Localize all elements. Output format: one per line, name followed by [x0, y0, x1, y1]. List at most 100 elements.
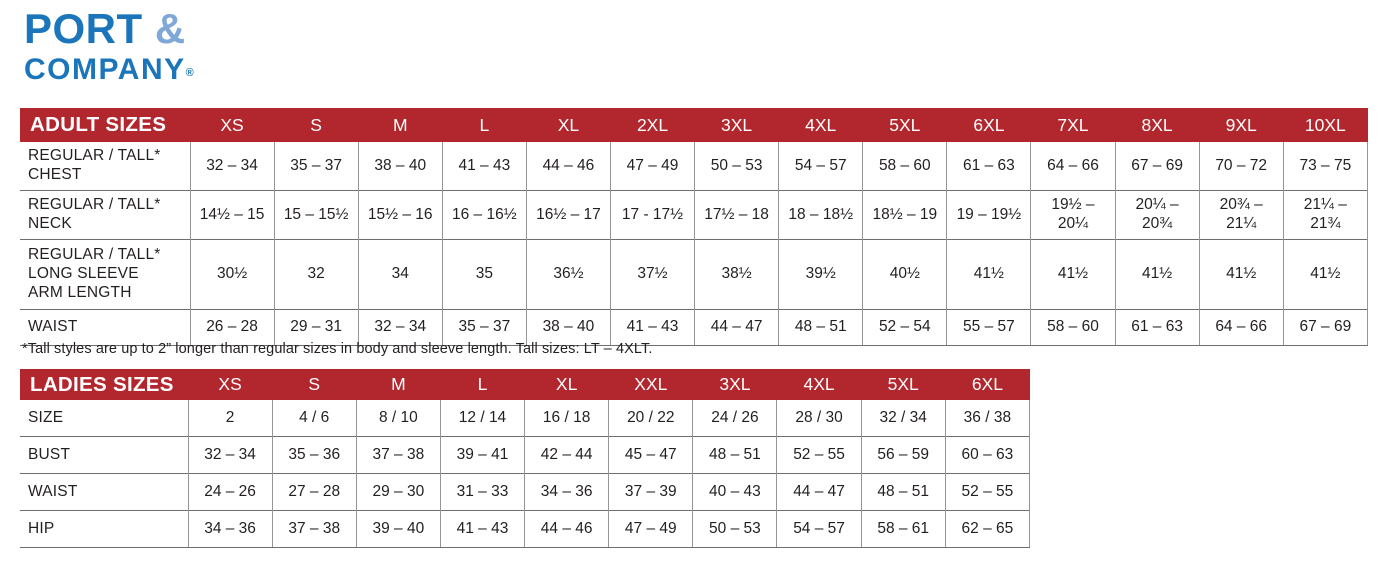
neck-value: 15½ – 16 — [357, 190, 443, 240]
neck-value: 19 – 19½ — [946, 190, 1031, 240]
bust-value: 45 – 47 — [608, 436, 693, 474]
logo-word-port: PORT — [24, 5, 143, 52]
bust-value: 52 – 55 — [776, 436, 862, 474]
adult-size-header-6xl: 6XL — [946, 108, 1031, 142]
bust-value: 35 – 36 — [271, 436, 357, 474]
chest-value: 35 – 37 — [273, 142, 359, 191]
chest-value: 67 – 69 — [1114, 142, 1200, 191]
registered-trademark-icon: ® — [185, 67, 194, 79]
adult-size-header-9xl: 9XL — [1199, 108, 1284, 142]
ladies-size-header-4xl: 4XL — [776, 369, 862, 400]
tall-sizes-footnote: *Tall styles are up to 2” longer than re… — [22, 341, 653, 357]
waist-value: 38 – 40 — [525, 309, 611, 346]
hip-value: 37 – 38 — [271, 510, 357, 548]
ladies-table-title: LADIES SIZES — [20, 369, 188, 400]
adult-size-header-7xl: 7XL — [1030, 108, 1116, 142]
logo-line-2: COMPANY® — [24, 55, 194, 85]
hip-value: 54 – 57 — [776, 510, 862, 548]
waist-value: 29 – 31 — [273, 309, 359, 346]
adult-size-header-10xl: 10XL — [1283, 108, 1368, 142]
waist-value: 35 – 37 — [441, 309, 527, 346]
chest-value: 58 – 60 — [862, 142, 947, 191]
hip-value: 47 – 49 — [608, 510, 693, 548]
neck-value: 20¼ – 20¾ — [1114, 190, 1200, 240]
row-label-sleeve: REGULAR / TALL* LONG SLEEVE ARM LENGTH — [20, 239, 190, 310]
ladies-row-bust: BUST 32 – 34 35 – 36 37 – 38 39 – 41 42 … — [20, 436, 1031, 474]
ladies-waist-value: 48 – 51 — [860, 473, 946, 511]
sleeve-value: 41½ — [1198, 239, 1284, 310]
ladies-waist-value: 52 – 55 — [944, 473, 1031, 511]
sleeve-value: 38½ — [694, 239, 779, 310]
ladies-size-header-5xl: 5XL — [861, 369, 946, 400]
sleeve-value: 37½ — [609, 239, 695, 310]
ladies-waist-value: 27 – 28 — [271, 473, 357, 511]
ladies-size-header-xxl: XXL — [608, 369, 693, 400]
port-and-company-logo: PORT & COMPANY® — [24, 8, 194, 85]
sleeve-value: 41½ — [1114, 239, 1200, 310]
ladies-waist-value: 37 – 39 — [608, 473, 693, 511]
waist-value: 41 – 43 — [609, 309, 695, 346]
ladies-size-header-6xl: 6XL — [945, 369, 1030, 400]
chest-value: 44 – 46 — [525, 142, 611, 191]
adult-row-chest: REGULAR / TALL* CHEST 32 – 34 35 – 37 38… — [20, 142, 1369, 191]
logo-word-company: COMPANY — [24, 53, 186, 86]
chest-value: 70 – 72 — [1198, 142, 1284, 191]
neck-value: 16 – 16½ — [441, 190, 527, 240]
row-label-ladies-waist: WAIST — [20, 473, 188, 511]
row-label-waist: WAIST — [20, 309, 190, 346]
bust-value: 56 – 59 — [860, 436, 946, 474]
hip-value: 44 – 46 — [524, 510, 609, 548]
sleeve-value: 34 — [357, 239, 443, 310]
ladies-header-row: LADIES SIZES XS S M L XL XXL 3XL 4XL 5XL… — [20, 369, 1030, 400]
adult-table-title: ADULT SIZES — [20, 108, 190, 142]
adult-size-header-2xl: 2XL — [610, 108, 695, 142]
neck-value: 18½ – 19 — [862, 190, 947, 240]
waist-value: 67 – 69 — [1282, 309, 1369, 346]
size-value: 8 / 10 — [355, 400, 441, 437]
waist-value: 61 – 63 — [1114, 309, 1200, 346]
sleeve-value: 39½ — [778, 239, 863, 310]
adult-size-header-m: M — [358, 108, 443, 142]
neck-value: 17 - 17½ — [609, 190, 695, 240]
waist-value: 44 – 47 — [694, 309, 779, 346]
size-value: 28 / 30 — [776, 400, 862, 437]
sleeve-value: 36½ — [525, 239, 611, 310]
chest-value: 41 – 43 — [441, 142, 527, 191]
size-value: 36 / 38 — [944, 400, 1031, 437]
ladies-size-header-l: L — [440, 369, 525, 400]
adult-sizes-table: ADULT SIZES XS S M L XL 2XL 3XL 4XL 5XL … — [20, 108, 1369, 346]
hip-value: 41 – 43 — [439, 510, 525, 548]
row-label-bust: BUST — [20, 436, 188, 474]
sleeve-value: 35 — [441, 239, 527, 310]
sleeve-value: 41½ — [1282, 239, 1369, 310]
chest-value: 54 – 57 — [778, 142, 863, 191]
adult-size-header-4xl: 4XL — [778, 108, 863, 142]
neck-value: 20¾ – 21¼ — [1198, 190, 1284, 240]
ladies-row-size: SIZE 2 4 / 6 8 / 10 12 / 14 16 / 18 20 /… — [20, 400, 1031, 437]
sleeve-value: 40½ — [862, 239, 947, 310]
size-value: 16 / 18 — [524, 400, 609, 437]
row-label-size: SIZE — [28, 408, 64, 426]
ladies-waist-value: 24 – 26 — [187, 473, 273, 511]
waist-value: 32 – 34 — [357, 309, 443, 346]
neck-value: 14½ – 15 — [189, 190, 275, 240]
waist-value: 48 – 51 — [778, 309, 863, 346]
adult-size-header-5xl: 5XL — [862, 108, 947, 142]
sleeve-value: 41½ — [946, 239, 1031, 310]
size-value: 4 / 6 — [271, 400, 357, 437]
bust-value: 48 – 51 — [692, 436, 777, 474]
adult-size-header-l: L — [442, 108, 527, 142]
chest-value: 47 – 49 — [609, 142, 695, 191]
ladies-waist-value: 29 – 30 — [355, 473, 441, 511]
size-value: 12 / 14 — [439, 400, 525, 437]
logo-line-1: PORT & — [24, 8, 194, 50]
adult-size-header-3xl: 3XL — [694, 108, 779, 142]
chest-value: 38 – 40 — [357, 142, 443, 191]
hip-value: 34 – 36 — [187, 510, 273, 548]
adult-row-waist: WAIST 26 – 28 29 – 31 32 – 34 35 – 37 38… — [20, 309, 1369, 346]
chest-value: 61 – 63 — [946, 142, 1031, 191]
size-value: 20 / 22 — [608, 400, 693, 437]
neck-value: 16½ – 17 — [525, 190, 611, 240]
ladies-waist-value: 40 – 43 — [692, 473, 777, 511]
sleeve-value: 30½ — [189, 239, 275, 310]
